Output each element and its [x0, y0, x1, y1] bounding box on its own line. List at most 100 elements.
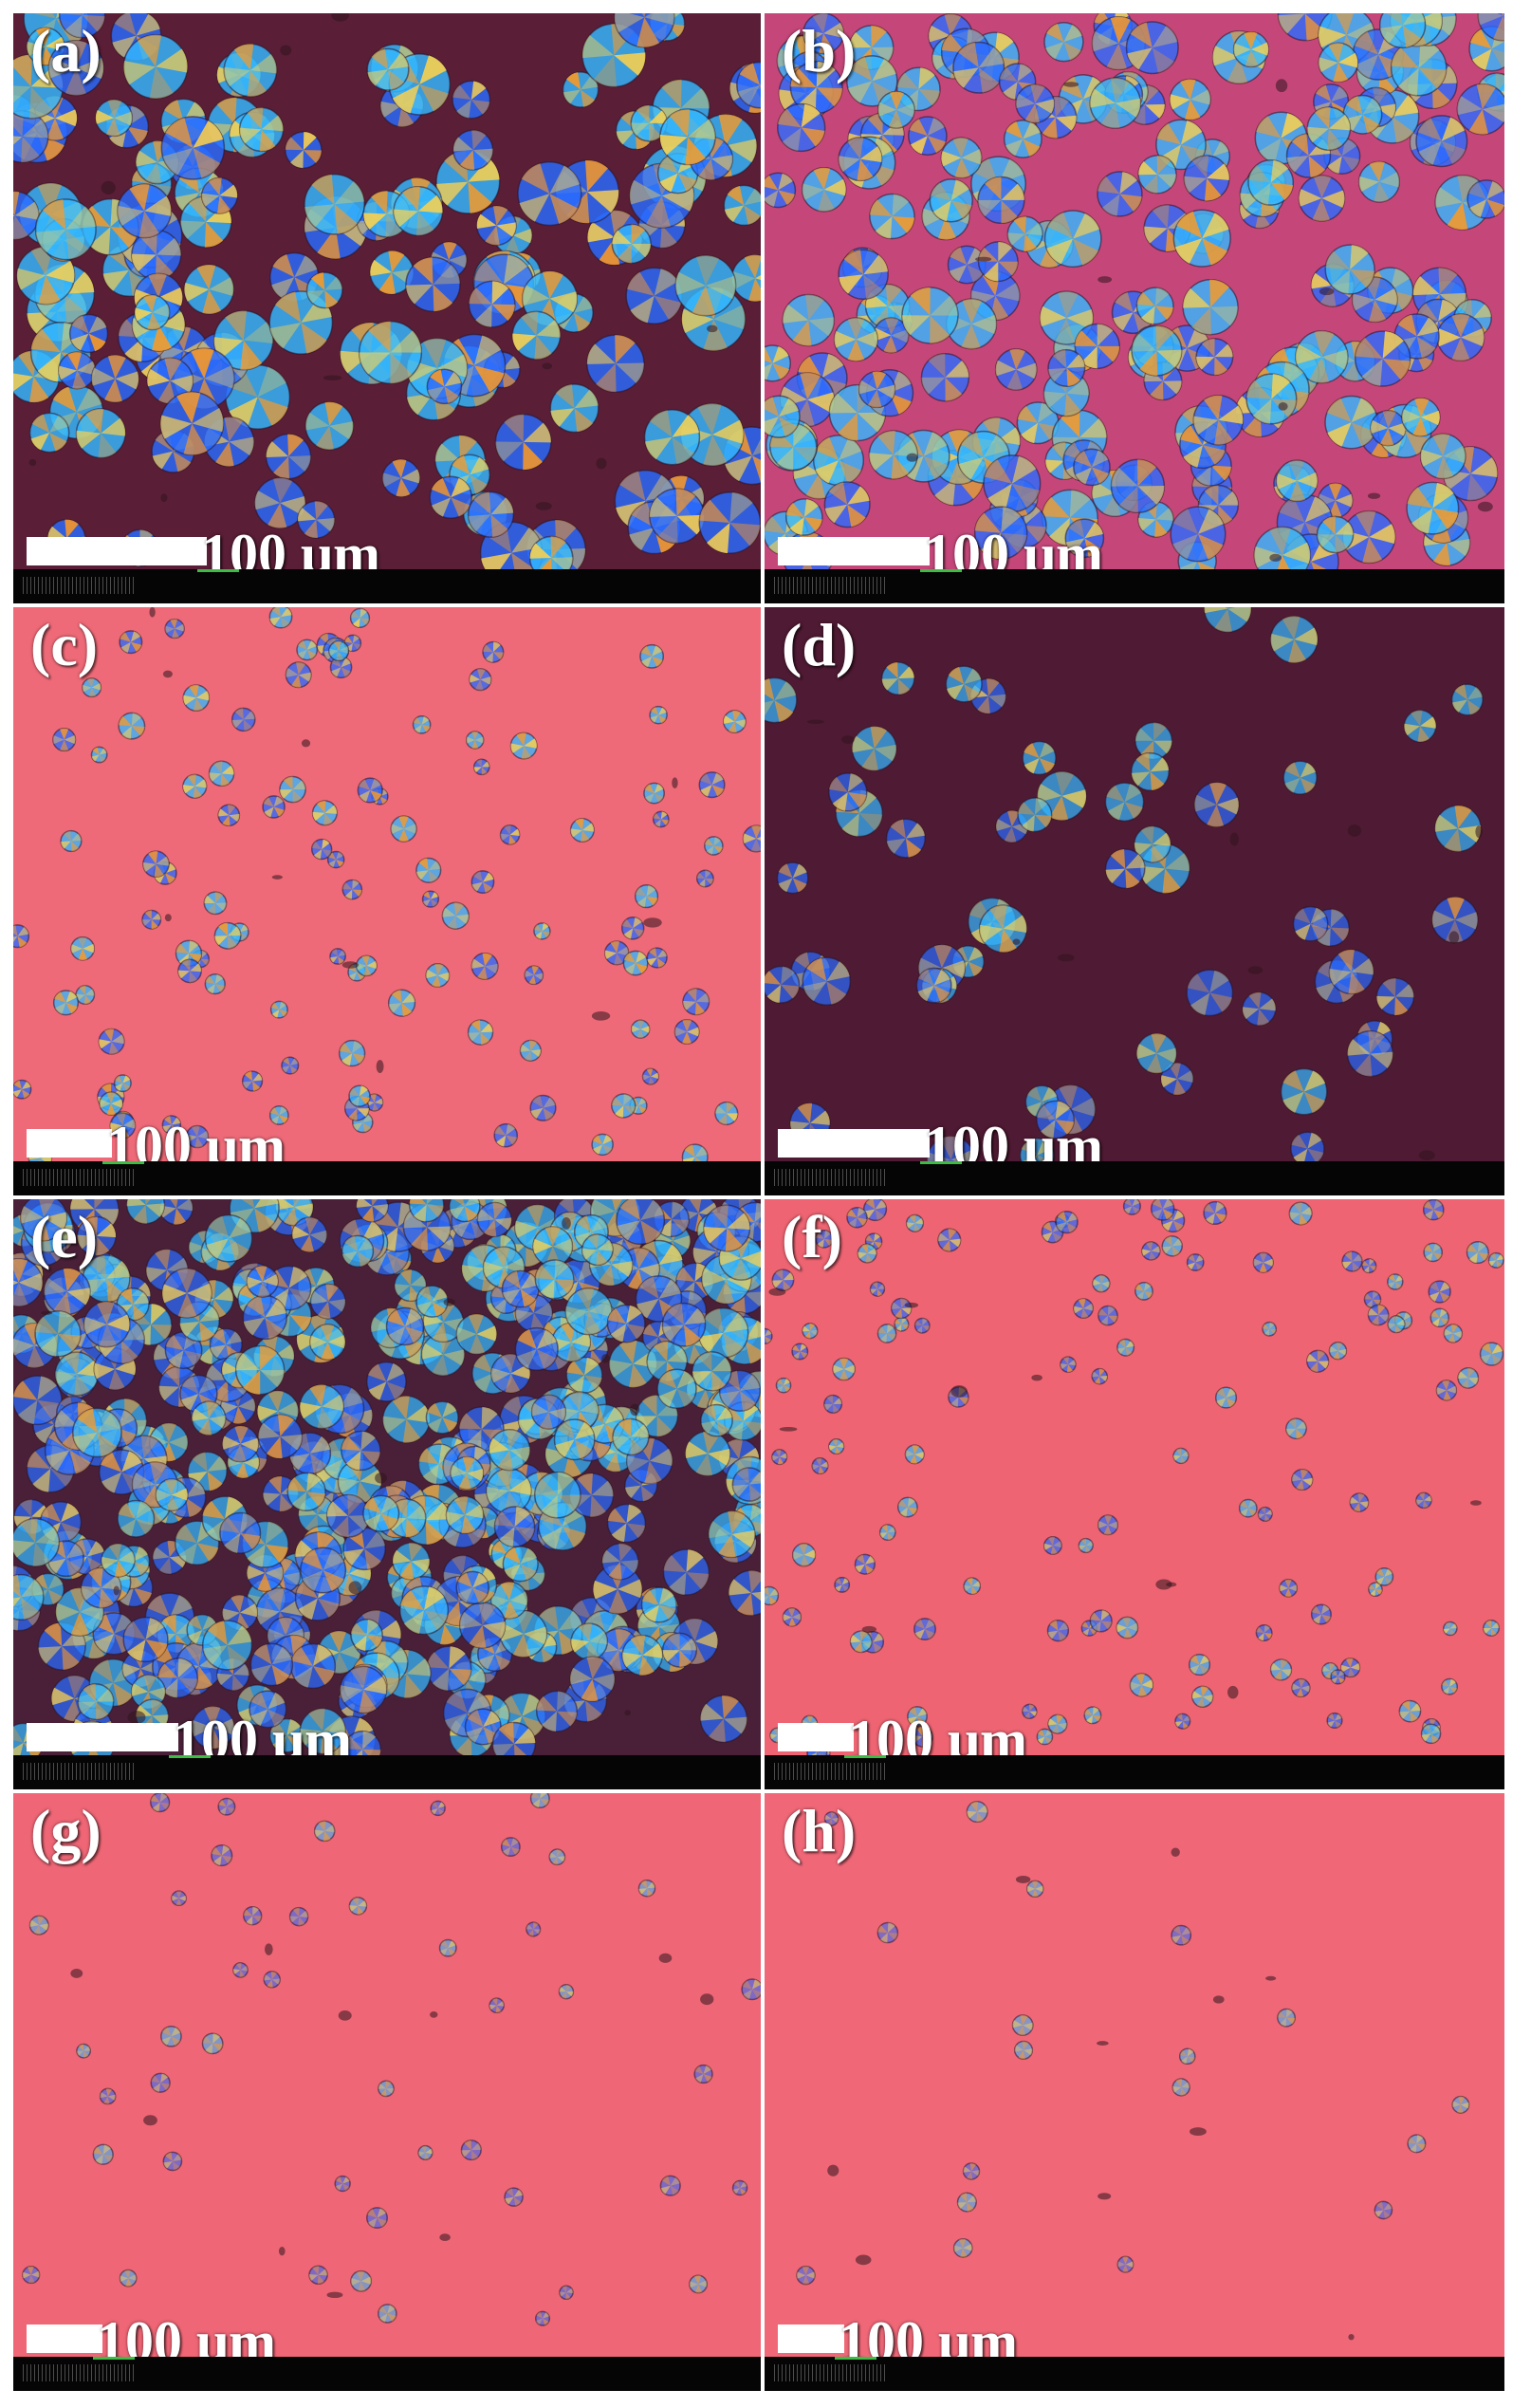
spherulite: [983, 454, 1042, 513]
spherulite: [299, 1383, 344, 1430]
spherulite: [362, 1494, 400, 1532]
spherulite: [60, 829, 83, 853]
scale-bar: [27, 2325, 102, 2353]
spherulite: [438, 1938, 457, 1957]
spherulite: [75, 985, 96, 1005]
spherulite: [499, 824, 521, 845]
spherulite: [692, 1351, 732, 1392]
spherulite: [183, 264, 234, 315]
debris-speck: [113, 1585, 120, 1596]
debris-speck: [1015, 1875, 1031, 1883]
spherulite: [426, 368, 463, 405]
spherulite: [876, 1324, 897, 1343]
spherulite: [311, 800, 338, 826]
spherulite: [1073, 1298, 1094, 1319]
spherulite: [1285, 1417, 1307, 1440]
debris-speck: [160, 493, 168, 503]
spherulite: [1415, 115, 1468, 168]
spherulite: [464, 1708, 502, 1746]
spherulite: [549, 383, 599, 434]
info-text-strip: [23, 577, 137, 594]
spherulite: [470, 870, 495, 894]
spherulite: [455, 1313, 498, 1355]
spherulite: [920, 353, 970, 402]
spherulite: [1193, 782, 1240, 828]
debris-speck: [827, 2164, 839, 2176]
spherulite: [1047, 1713, 1068, 1734]
spherulite: [1155, 119, 1207, 171]
micrograph-panel-c: (c) 100 μm: [13, 607, 761, 1195]
spherulite: [775, 1377, 792, 1394]
spherulite: [1122, 1199, 1141, 1215]
micrograph-image: [13, 1199, 761, 1769]
spherulite: [160, 2025, 182, 2047]
spherulite: [500, 1837, 521, 1857]
spherulite: [534, 2310, 551, 2326]
spherulite: [1183, 155, 1230, 202]
spherulite: [325, 1493, 371, 1538]
spherulite: [905, 1213, 924, 1232]
spherulite: [262, 795, 286, 819]
spherulite: [1160, 1062, 1194, 1096]
spherulite: [535, 1690, 579, 1732]
spherulite: [467, 491, 515, 538]
spherulite: [765, 1585, 780, 1606]
spherulite: [622, 950, 649, 976]
spherulite: [1091, 1367, 1108, 1385]
spherulite: [1131, 324, 1183, 377]
spherulite: [519, 1039, 542, 1062]
spherulite: [1349, 1492, 1370, 1512]
spherulite: [1170, 506, 1227, 563]
spherulite: [1279, 1578, 1299, 1598]
spherulite: [1060, 1356, 1077, 1373]
spherulite: [285, 131, 323, 169]
spherulite: [913, 1618, 936, 1641]
spherulite: [1479, 1342, 1504, 1366]
spherulite: [465, 731, 485, 750]
spherulite: [1203, 607, 1252, 633]
spherulite: [731, 2179, 748, 2196]
spherulite: [476, 1201, 513, 1237]
spherulite: [1013, 2040, 1034, 2060]
spherulite: [126, 1199, 166, 1225]
spherulite: [529, 1793, 550, 1809]
spherulite: [265, 433, 312, 480]
spherulite: [221, 1425, 260, 1463]
spherulite: [1407, 2134, 1427, 2154]
spherulite: [1298, 175, 1346, 222]
panel-label: (g): [30, 1797, 101, 1864]
spherulite: [488, 1429, 531, 1472]
spherulite: [838, 249, 889, 301]
spherulite: [1135, 1032, 1177, 1074]
spherulite: [945, 665, 983, 703]
spherulite: [937, 1228, 962, 1252]
debris-speck: [1477, 501, 1493, 512]
spherulite: [940, 137, 983, 179]
spherulite: [885, 818, 926, 859]
spherulite: [1443, 1621, 1458, 1637]
spherulite: [161, 1268, 212, 1319]
spherulite: [191, 1705, 235, 1750]
spherulite: [1022, 740, 1057, 776]
debris-speck: [301, 739, 311, 748]
spherulite: [421, 1332, 466, 1377]
spherulite: [390, 815, 417, 843]
spherulite: [47, 40, 104, 97]
spherulite: [182, 773, 208, 799]
spherulite: [569, 1656, 616, 1702]
spherulite: [1089, 77, 1142, 129]
spherulite: [296, 639, 319, 661]
spherulite: [448, 1199, 481, 1223]
spherulite: [517, 160, 582, 227]
spherulite: [1116, 2255, 1134, 2273]
debris-speck: [707, 324, 718, 333]
debris-speck: [841, 735, 855, 744]
spherulite: [1134, 721, 1173, 760]
spherulite: [171, 1890, 187, 1907]
debris-speck: [658, 1953, 673, 1963]
spherulite: [616, 1199, 666, 1246]
spherulite: [122, 34, 189, 100]
spherulite: [833, 317, 878, 362]
spherulite: [1255, 1624, 1273, 1642]
spherulite: [814, 1229, 834, 1249]
